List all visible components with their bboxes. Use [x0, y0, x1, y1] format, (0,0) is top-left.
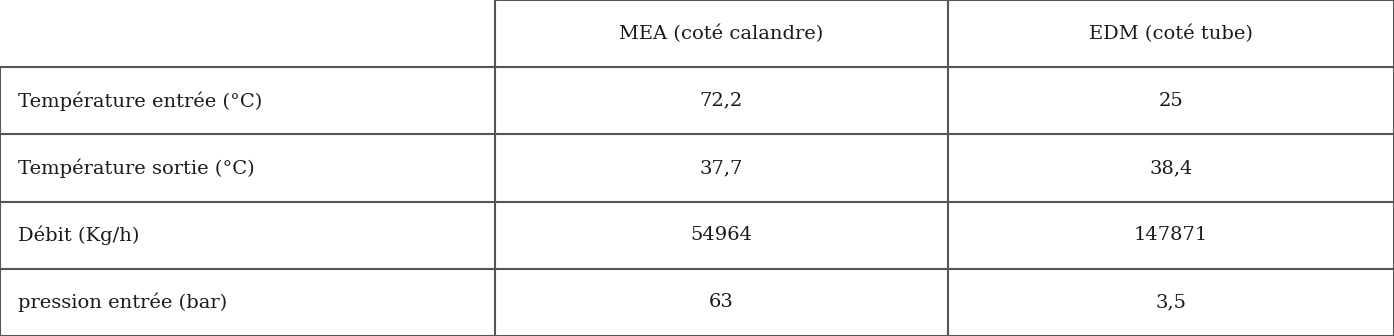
Text: 63: 63 — [710, 293, 733, 311]
Text: pression entrée (bar): pression entrée (bar) — [18, 293, 227, 312]
Text: EDM (coté tube): EDM (coté tube) — [1089, 25, 1253, 43]
Text: 3,5: 3,5 — [1156, 293, 1186, 311]
Text: 147871: 147871 — [1133, 226, 1209, 244]
Text: 38,4: 38,4 — [1149, 159, 1193, 177]
Text: Température sortie (°C): Température sortie (°C) — [18, 158, 255, 178]
Text: Débit (Kg/h): Débit (Kg/h) — [18, 225, 139, 245]
Text: 37,7: 37,7 — [700, 159, 743, 177]
Text: MEA (coté calandre): MEA (coté calandre) — [619, 25, 824, 43]
Text: 54964: 54964 — [690, 226, 753, 244]
Text: Température entrée (°C): Température entrée (°C) — [18, 91, 262, 111]
Text: 25: 25 — [1158, 92, 1184, 110]
Text: 72,2: 72,2 — [700, 92, 743, 110]
